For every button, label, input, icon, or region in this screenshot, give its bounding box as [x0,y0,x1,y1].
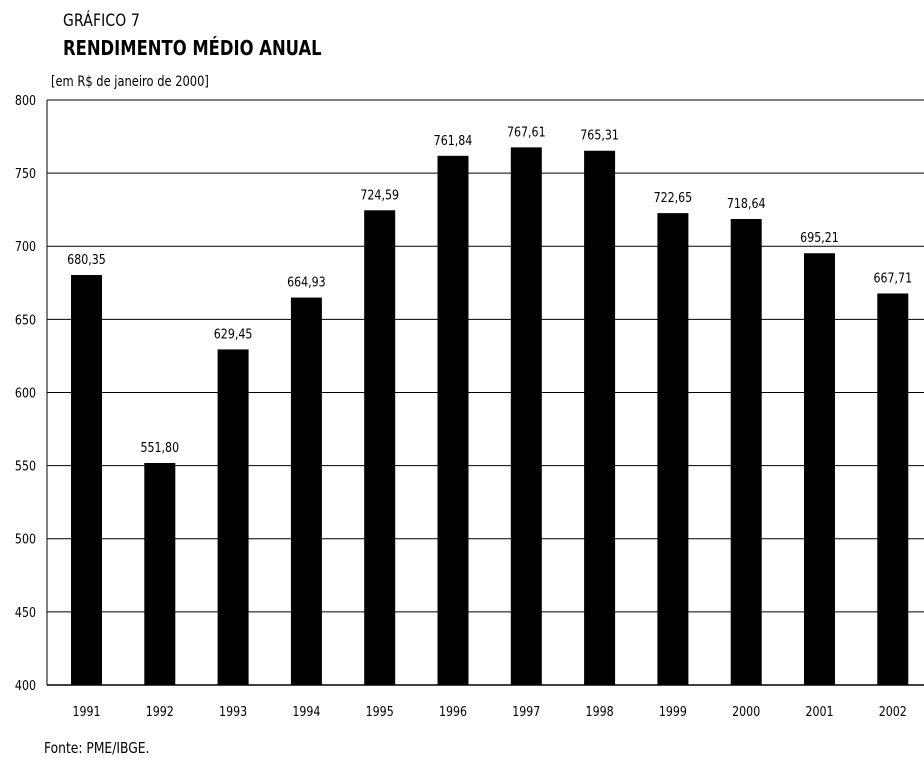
bar [510,147,542,686]
x-tick-label: 1994 [292,704,320,719]
x-tick-label: 1992 [146,704,174,719]
x-tick-label: 2002 [879,704,907,719]
data-label: 718,64 [727,196,766,211]
data-label-background [868,267,917,286]
data-label: 664,93 [287,275,326,290]
y-tick-label: 650 [15,313,36,328]
bar-chart: 400 450 500 550 600 650 700 750 800 680,35 1991 551… [15,93,924,719]
y-tick-label: 750 [15,166,36,181]
data-label-background [502,121,551,140]
y-tick-label: 550 [15,459,36,474]
data-label-background [282,271,331,290]
x-tick-label: 1995 [366,704,394,719]
data-label-background [648,187,697,206]
data-label-background [429,129,477,148]
y-tick-label: 700 [15,239,36,254]
data-label: 722,65 [654,190,693,205]
chart-title: RENDIMENTO MÉDIO ANUAL [63,36,322,60]
bar [144,462,176,685]
data-label: 695,21 [800,230,839,245]
y-tick-label: 400 [15,678,36,693]
y-tick-label: 500 [15,532,36,547]
bar [290,297,322,685]
bar [217,349,249,685]
data-label: 667,71 [873,271,912,286]
data-label: 680,35 [67,252,106,267]
bar [730,218,762,685]
bar [804,253,835,685]
data-label-background [62,248,111,267]
x-tick-label: 1993 [219,704,247,719]
data-label: 765,31 [580,128,619,143]
x-tick-label: 1997 [512,704,540,719]
x-tick-label: 2001 [805,704,833,719]
y-tick-label: 600 [15,386,36,401]
bar [364,210,396,686]
bar [877,293,909,685]
x-tick-label: 1991 [72,704,100,719]
bar [437,155,469,685]
x-tick-label: 1996 [439,704,467,719]
data-label-background [722,192,771,211]
data-label: 761,84 [434,133,473,148]
y-tick-label: 800 [15,93,36,108]
x-tick-label: 1999 [659,704,687,719]
bar [584,150,616,685]
data-label: 724,59 [360,187,399,202]
source-note: Fonte: PME/IBGE. [44,739,150,757]
bar [657,213,689,685]
x-tick-label: 1998 [586,704,614,719]
x-tick-label: 2000 [732,704,760,719]
data-label-background [355,184,404,203]
data-label-background [795,227,844,246]
data-label: 767,61 [507,125,546,140]
bar [71,274,102,685]
data-label-background [575,124,624,143]
data-label-background [135,436,184,455]
chart-number: GRÁFICO 7 [63,11,141,31]
data-label: 629,45 [214,327,253,342]
y-tick-label: 450 [15,605,36,620]
unit-label: [em R$ de janeiro de 2000] [51,74,209,90]
data-label: 551,80 [140,440,179,455]
data-label-background [209,323,258,342]
